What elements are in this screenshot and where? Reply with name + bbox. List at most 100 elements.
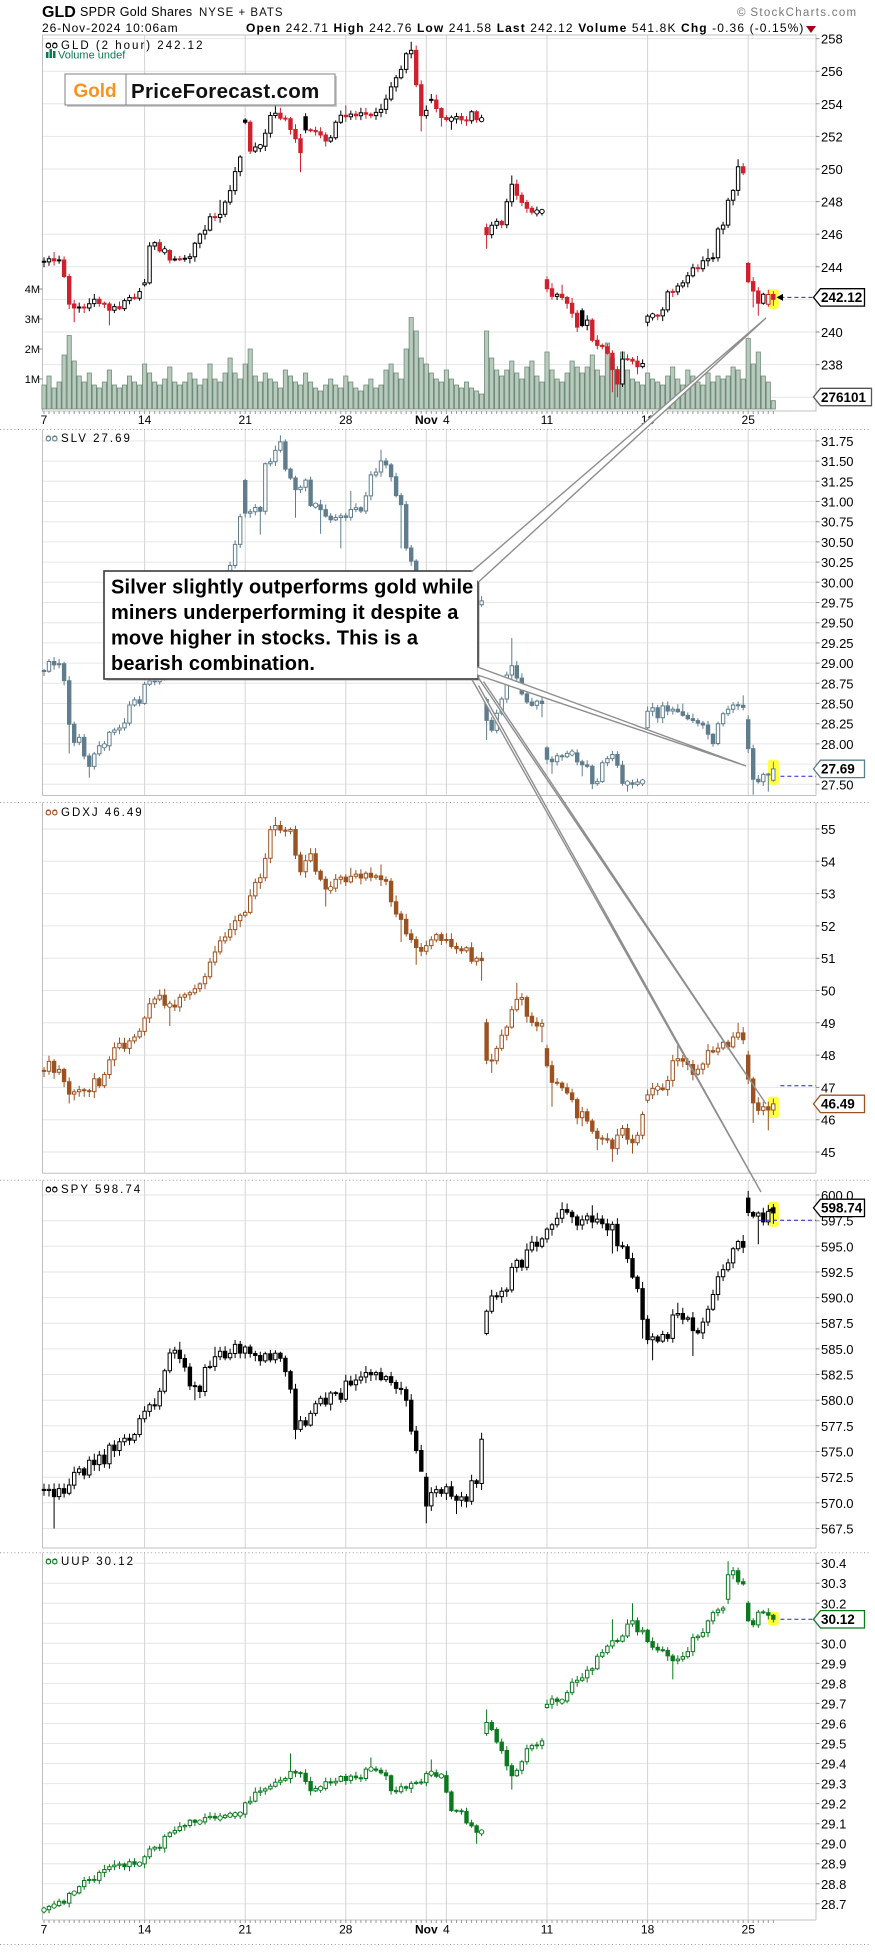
svg-text:© StockCharts.com: © StockCharts.com (737, 7, 857, 19)
svg-text:move higher in stocks. This is: move higher in stocks. This is a (111, 628, 419, 650)
svg-text:27.50: 27.50 (821, 777, 854, 792)
svg-text:11: 11 (541, 413, 554, 427)
svg-text:21: 21 (239, 1922, 253, 1936)
svg-text:575.0: 575.0 (821, 1445, 854, 1460)
svg-text:14: 14 (138, 413, 152, 427)
svg-text:29.25: 29.25 (821, 636, 854, 651)
svg-text:29.5: 29.5 (821, 1737, 846, 1752)
svg-text:51: 51 (821, 951, 835, 966)
svg-text:242.12: 242.12 (821, 290, 862, 305)
svg-text:52: 52 (821, 919, 835, 934)
svg-text:582.5: 582.5 (821, 1368, 854, 1383)
svg-text:28: 28 (339, 1922, 353, 1936)
svg-text:7: 7 (41, 1922, 48, 1936)
svg-text:30.12: 30.12 (821, 1612, 855, 1627)
svg-text:276101: 276101 (821, 390, 867, 405)
svg-text:250: 250 (821, 162, 843, 177)
svg-text:572.5: 572.5 (821, 1470, 854, 1485)
svg-text:4: 4 (443, 1922, 450, 1936)
svg-text:7: 7 (41, 413, 48, 427)
svg-text:28.25: 28.25 (821, 717, 854, 732)
svg-text:30.3: 30.3 (821, 1576, 846, 1591)
svg-text:2M: 2M (25, 344, 40, 356)
svg-text:570.0: 570.0 (821, 1496, 854, 1511)
svg-text:PriceForecast.com: PriceForecast.com (131, 80, 320, 103)
svg-text:31.75: 31.75 (821, 434, 854, 449)
svg-text:54: 54 (821, 854, 835, 869)
svg-text:Volume undef: Volume undef (58, 50, 126, 62)
svg-text:30.75: 30.75 (821, 515, 854, 530)
svg-text:25: 25 (742, 1922, 756, 1936)
svg-text:597.5: 597.5 (821, 1214, 854, 1229)
svg-text:587.5: 587.5 (821, 1316, 854, 1331)
svg-text:590.0: 590.0 (821, 1291, 854, 1306)
svg-text:25: 25 (742, 413, 756, 427)
svg-text:Open 242.71 High 242.76 Low 24: Open 242.71 High 242.76 Low 241.58 Last … (246, 21, 805, 35)
svg-text:28: 28 (339, 413, 353, 427)
svg-text:55: 55 (821, 822, 835, 837)
svg-text:3M: 3M (25, 314, 40, 326)
svg-text:30.4: 30.4 (821, 1556, 846, 1571)
svg-text:GLD: GLD (42, 4, 76, 21)
svg-text:28.7: 28.7 (821, 1897, 846, 1912)
svg-text:27.69: 27.69 (821, 762, 855, 777)
svg-text:28.75: 28.75 (821, 676, 854, 691)
svg-text:53: 53 (821, 887, 835, 902)
svg-text:30.25: 30.25 (821, 555, 854, 570)
svg-text:595.0: 595.0 (821, 1239, 854, 1254)
svg-text:SPDR Gold Shares: SPDR Gold Shares (80, 5, 192, 19)
svg-text:30.2: 30.2 (821, 1596, 846, 1611)
svg-text:UUP 30.12: UUP 30.12 (61, 1556, 135, 1568)
svg-text:254: 254 (821, 97, 843, 112)
svg-text:31.00: 31.00 (821, 495, 854, 510)
svg-text:47: 47 (821, 1080, 835, 1095)
svg-text:NYSE + BATS: NYSE + BATS (199, 7, 284, 19)
svg-text:577.5: 577.5 (821, 1419, 854, 1434)
svg-text:580.0: 580.0 (821, 1393, 854, 1408)
svg-text:Silver slightly outperforms go: Silver slightly outperforms gold while (111, 577, 473, 599)
svg-text:28.8: 28.8 (821, 1877, 846, 1892)
svg-text:4: 4 (443, 413, 450, 427)
svg-text:GDXJ 46.49: GDXJ 46.49 (61, 807, 144, 819)
svg-text:4M: 4M (25, 284, 40, 296)
svg-text:48: 48 (821, 1048, 835, 1063)
svg-text:248: 248 (821, 195, 843, 210)
svg-text:18: 18 (641, 1922, 655, 1936)
svg-text:46.49: 46.49 (821, 1097, 855, 1112)
svg-text:29.8: 29.8 (821, 1676, 846, 1691)
svg-text:598.74: 598.74 (821, 1201, 863, 1216)
svg-text:SLV 27.69: SLV 27.69 (61, 433, 132, 445)
svg-text:11: 11 (541, 1922, 554, 1936)
svg-text:miners underperforming it desp: miners underperforming it despite a (111, 602, 459, 624)
svg-text:246: 246 (821, 227, 843, 242)
svg-text:26-Nov-2024 10:06am: 26-Nov-2024 10:06am (42, 21, 179, 35)
svg-text:29.0: 29.0 (821, 1837, 846, 1852)
svg-text:29.1: 29.1 (821, 1817, 846, 1832)
svg-text:31.50: 31.50 (821, 454, 854, 469)
svg-text:Gold: Gold (73, 81, 116, 102)
svg-text:28.9: 28.9 (821, 1857, 846, 1872)
svg-text:28.00: 28.00 (821, 737, 854, 752)
svg-text:29.00: 29.00 (821, 656, 854, 671)
svg-text:29.2: 29.2 (821, 1797, 846, 1812)
svg-text:45: 45 (821, 1145, 835, 1160)
svg-text:SPY 598.74: SPY 598.74 (61, 1184, 142, 1196)
svg-text:29.75: 29.75 (821, 596, 854, 611)
svg-text:29.4: 29.4 (821, 1757, 846, 1772)
svg-text:30.50: 30.50 (821, 535, 854, 550)
svg-text:258: 258 (821, 32, 843, 47)
svg-text:Nov: Nov (415, 413, 438, 427)
svg-text:567.5: 567.5 (821, 1522, 854, 1537)
svg-text:Nov: Nov (415, 1922, 438, 1936)
svg-text:28.50: 28.50 (821, 697, 854, 712)
svg-text:29.9: 29.9 (821, 1656, 846, 1671)
svg-text:585.0: 585.0 (821, 1342, 854, 1357)
svg-text:bearish combination.: bearish combination. (111, 653, 315, 675)
svg-text:238: 238 (821, 358, 843, 373)
svg-text:14: 14 (138, 1922, 152, 1936)
svg-text:50: 50 (821, 984, 835, 999)
svg-text:21: 21 (239, 413, 253, 427)
svg-text:30.0: 30.0 (821, 1636, 846, 1651)
svg-text:30.00: 30.00 (821, 575, 854, 590)
svg-text:256: 256 (821, 64, 843, 79)
